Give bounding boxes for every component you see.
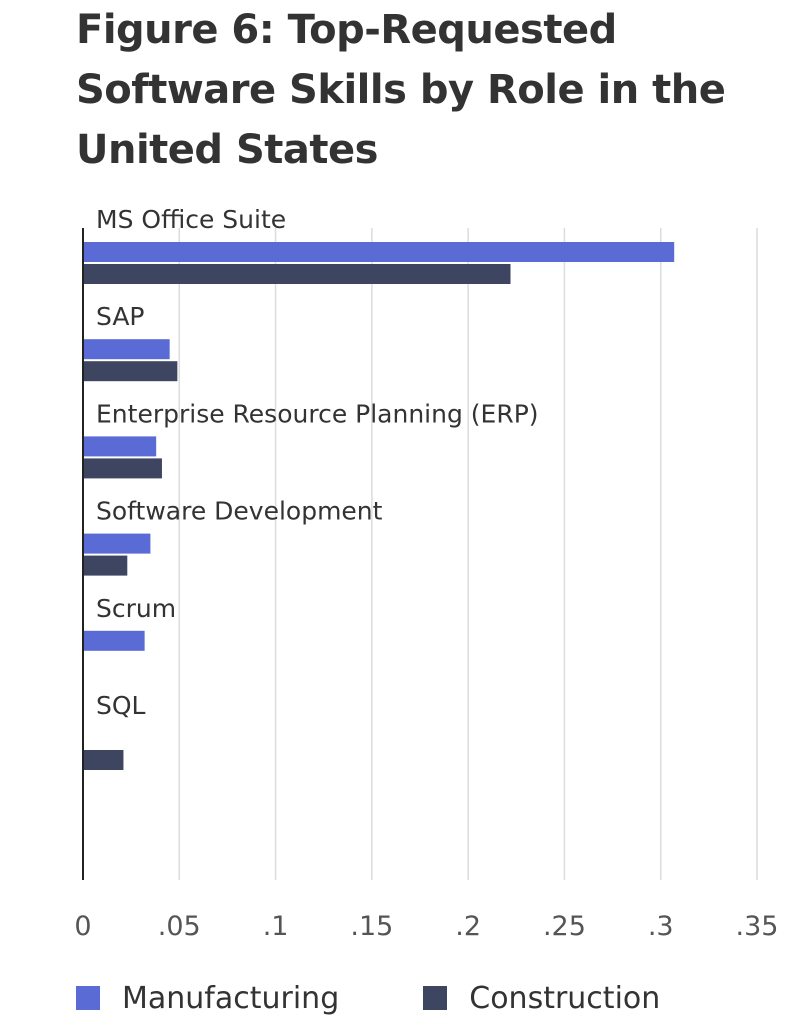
legend-item-construction: Construction (423, 981, 660, 1016)
x-tick-label: .3 (648, 911, 674, 942)
bar-construction (84, 458, 162, 479)
legend-swatch-construction (423, 986, 448, 1010)
x-tick-label: .15 (350, 911, 393, 942)
bar-manufacturing (84, 436, 157, 457)
bar-manufacturing (84, 533, 151, 554)
bar-construction (84, 750, 124, 770)
x-tick-label: .25 (543, 911, 586, 942)
category-labels: MS Office Suite SAP Enterprise Resource Pl… (96, 205, 539, 720)
x-tick-label: .35 (736, 911, 779, 942)
legend: Manufacturing Construction (76, 976, 744, 1020)
category-label: SQL (96, 691, 146, 720)
x-tick-label: .2 (455, 911, 481, 942)
legend-label-manufacturing: Manufacturing (122, 980, 340, 1016)
legend-item-manufacturing: Manufacturing (76, 981, 339, 1016)
bar-construction (84, 361, 178, 382)
bar-construction (84, 555, 128, 576)
category-label: Software Development (96, 497, 383, 526)
bar-manufacturing (84, 242, 675, 262)
x-tick-label: 0 (74, 911, 91, 942)
bar-manufacturing (84, 630, 145, 651)
x-tick-label: .1 (263, 911, 289, 942)
legend-swatch-manufacturing (76, 986, 100, 1010)
category-label: SAP (96, 302, 145, 331)
category-label: Scrum (96, 594, 176, 623)
gridlines (178, 228, 758, 880)
chart-title: Figure 6: Top-Requested Software Skills … (76, 7, 726, 173)
x-tick-label: .05 (158, 911, 201, 942)
bar-construction (84, 264, 511, 284)
category-label: MS Office Suite (96, 205, 286, 234)
x-axis-ticks: 0 .05 .1 .15 .2 .25 .3 .35 (74, 911, 778, 942)
bar-manufacturing (84, 339, 170, 360)
legend-label-construction: Construction (469, 980, 661, 1016)
category-label: Enterprise Resource Planning (ERP) (96, 399, 539, 428)
bars (84, 242, 675, 770)
